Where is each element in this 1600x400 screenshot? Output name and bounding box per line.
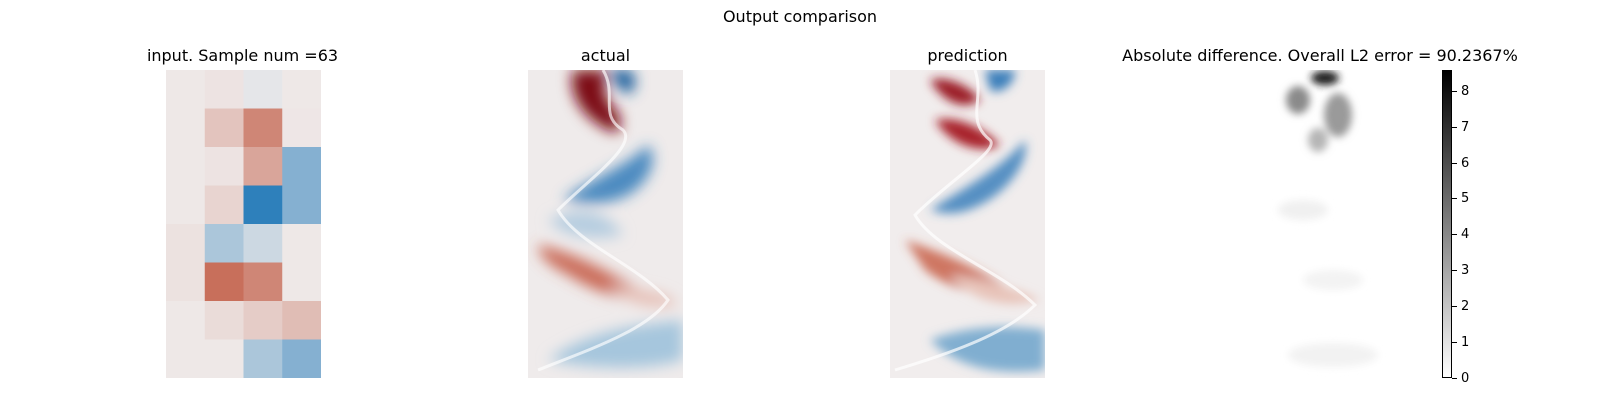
prediction-blue-bottom [930, 327, 1045, 372]
actual-light-blue-bottom [548, 320, 683, 368]
input-cell [282, 147, 321, 186]
input-heatmap-svg [166, 70, 321, 378]
colorbar-tick-label: 0 [1461, 370, 1470, 386]
colorbar-tick [1452, 198, 1457, 200]
actual-blue-band-1 [563, 145, 653, 204]
difference-colorbar: 0 1 2 3 4 5 6 7 8 [1442, 70, 1502, 386]
input-cell [166, 147, 206, 186]
input-cell [166, 108, 206, 148]
prediction-blue-band [930, 140, 1026, 214]
colorbar-tick-label: 8 [1461, 83, 1470, 99]
figure-suptitle: Output comparison [722, 7, 878, 26]
colorbar-tick-label: 5 [1461, 191, 1470, 207]
actual-heatmap-svg [528, 70, 683, 378]
prediction-red-band [905, 240, 1010, 294]
input-cell [204, 339, 244, 378]
input-cell [243, 262, 283, 302]
input-heatmap [166, 70, 321, 378]
input-cell [166, 339, 206, 378]
input-cell [204, 224, 244, 263]
input-cell [204, 70, 244, 109]
actual-white-streak [537, 70, 670, 372]
input-cell [166, 301, 206, 340]
difference-panel-title: Absolute difference. Overall L2 error = … [1122, 46, 1518, 65]
actual-panel-title: actual [580, 46, 631, 65]
prediction-red-middle [935, 119, 1000, 149]
input-cell [204, 301, 244, 340]
difference-dark-spot [1311, 71, 1339, 85]
actual-red-band [538, 245, 648, 299]
input-cell [282, 262, 321, 302]
input-cell [243, 185, 283, 225]
input-cell [243, 301, 283, 340]
colorbar-tick [1452, 90, 1457, 92]
input-cell [243, 339, 283, 378]
colorbar-tick [1452, 126, 1457, 128]
colorbar-tick [1452, 162, 1457, 164]
difference-heatmap [1243, 70, 1398, 378]
colorbar-tick-label: 1 [1461, 334, 1470, 350]
input-cell [282, 108, 321, 148]
prediction-light-red-band [950, 275, 1040, 304]
input-cell [282, 224, 321, 263]
colorbar-tick-label: 6 [1461, 155, 1470, 171]
colorbar-tick [1452, 270, 1457, 272]
input-cell [204, 185, 244, 225]
actual-blue-vortex-top [610, 70, 636, 94]
input-cell [204, 108, 244, 148]
input-cell [282, 301, 321, 340]
input-cell [166, 70, 206, 109]
colorbar-tick [1452, 234, 1457, 236]
difference-heatmap-svg [1243, 70, 1398, 378]
prediction-blue-top [985, 70, 1015, 92]
actual-light-red-band [608, 285, 678, 307]
input-cell [204, 262, 244, 302]
input-cell [243, 108, 283, 148]
colorbar-tick [1452, 305, 1457, 307]
colorbar-gradient [1442, 70, 1452, 378]
prediction-panel-title: prediction [927, 46, 1008, 65]
input-cell [282, 339, 321, 378]
prediction-heatmap [890, 70, 1045, 378]
input-cell [243, 224, 283, 263]
colorbar-tick-label: 3 [1461, 263, 1470, 279]
input-cell [166, 262, 206, 302]
actual-light-blue-band [548, 211, 623, 238]
input-cell [166, 224, 206, 263]
colorbar-tick-label: 4 [1461, 227, 1470, 243]
actual-heatmap [528, 70, 683, 378]
prediction-red-top [930, 78, 980, 105]
input-cell [166, 185, 206, 225]
input-cell [282, 70, 321, 109]
input-cell [243, 147, 283, 186]
input-panel-title: input. Sample num =63 [146, 46, 339, 65]
input-cell [204, 147, 244, 186]
colorbar-tick [1452, 341, 1457, 343]
input-cell [243, 70, 283, 109]
input-cell [282, 185, 321, 225]
colorbar-tick-label: 7 [1461, 119, 1470, 135]
actual-red-vortex-top [571, 70, 621, 132]
colorbar-tick [1452, 377, 1457, 379]
prediction-white-streak [894, 70, 1038, 372]
prediction-heatmap-svg [890, 70, 1045, 378]
colorbar-tick-label: 2 [1461, 298, 1470, 314]
